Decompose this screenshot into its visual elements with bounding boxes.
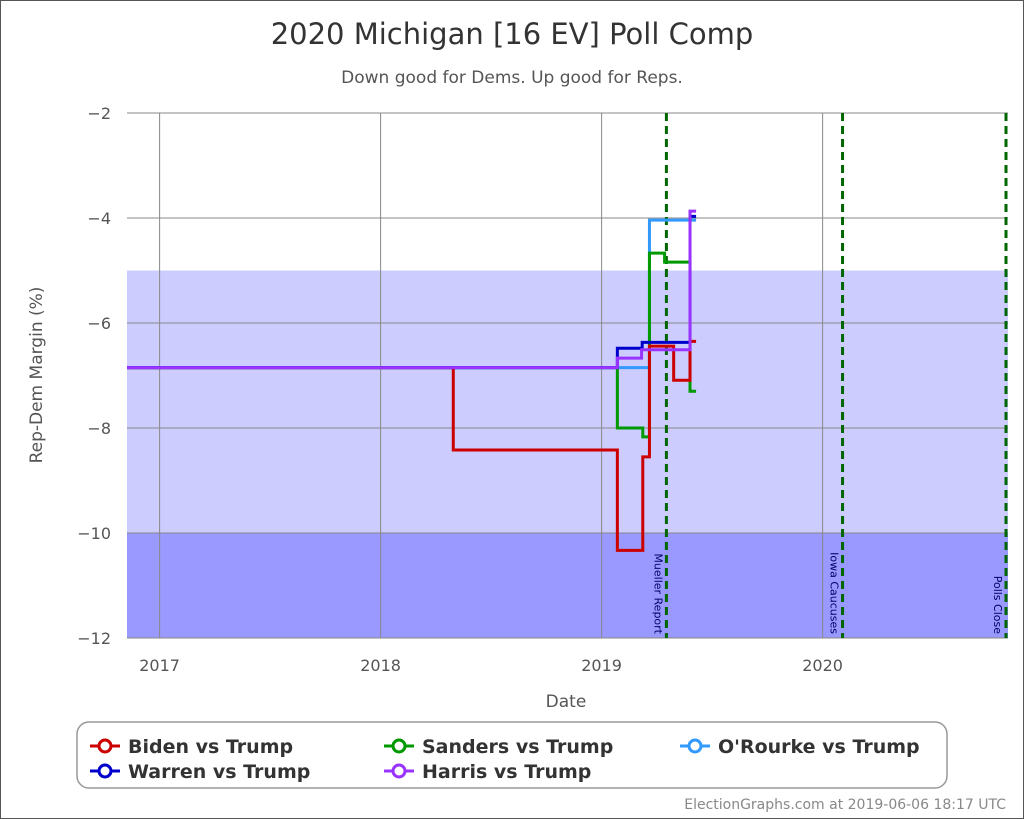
band-0: [127, 270, 1008, 533]
legend-marker-icon: [391, 738, 407, 754]
legend-marker-icon: [97, 738, 113, 754]
plot-area: −2 −4 −6 −8 −10 −12 2017 2018 2019 2020 Mueller Re…: [77, 104, 1008, 675]
y-tick-label: −12: [77, 629, 111, 648]
chart-subtitle: Down good for Dems. Up good for Reps.: [341, 68, 683, 88]
y-tick-label: −2: [87, 104, 111, 123]
legend: Biden vs Trump Sanders vs Trump O'Rourke v…: [76, 721, 948, 789]
y-tick-label: −10: [77, 524, 111, 543]
legend-item-label: Harris vs Trump: [422, 761, 591, 783]
x-axis-label: Date: [546, 692, 587, 712]
chart-title: 2020 Michigan [16 EV] Poll Comp: [271, 17, 754, 51]
x-tick-label: 2018: [360, 656, 401, 675]
legend-marker-icon: [391, 763, 407, 779]
event-label: Polls Close: [991, 576, 1004, 635]
event-label: Mueller Report: [651, 553, 664, 634]
series-line: [127, 209, 697, 370]
legend-item-label: O'Rourke vs Trump: [718, 736, 920, 758]
legend-marker-icon: [97, 763, 113, 779]
y-axis-label: Rep-Dem Margin (%): [27, 287, 47, 464]
legend-item-label: Biden vs Trump: [128, 736, 293, 758]
legend-box: [76, 721, 948, 789]
x-tick-label: 2020: [802, 656, 843, 675]
footer-credit: ElectionGraphs.com at 2019-06-06 18:17 U…: [684, 797, 1006, 813]
event-label: Iowa Caucuses: [828, 552, 841, 634]
series-line: [127, 339, 697, 552]
band-1: [127, 533, 1008, 638]
y-tick-label: −8: [87, 419, 111, 438]
y-tick-label: −4: [87, 209, 111, 228]
legend-item-label: Sanders vs Trump: [422, 736, 613, 758]
legend-item-label: Warren vs Trump: [128, 761, 310, 783]
legend-marker-icon: [687, 738, 703, 754]
y-tick-label: −6: [87, 314, 111, 333]
x-tick-label: 2019: [581, 656, 622, 675]
x-tick-label: 2017: [139, 656, 180, 675]
